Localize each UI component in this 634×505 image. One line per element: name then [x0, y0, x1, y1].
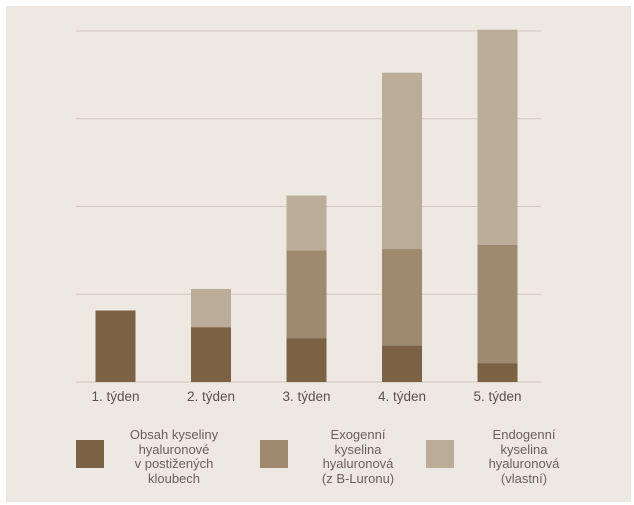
bar-segment-5-series-1 [477, 363, 518, 382]
bar-segment-3-series-1 [286, 338, 327, 382]
bar-segment-1-series-1 [95, 310, 136, 382]
bar-segment-3-series-2 [286, 250, 327, 339]
x-tick-label: 1. týden [91, 389, 139, 404]
x-tick-label: 5. týden [473, 389, 521, 404]
bar-segment-5-series-2 [477, 244, 518, 364]
bar-segment-4-series-1 [382, 345, 422, 382]
bar-segment-4-series-2 [382, 249, 422, 346]
bar-segment-4-series-3 [382, 72, 422, 250]
x-tick-label: 2. týden [187, 389, 235, 404]
bar-segment-3-series-3 [286, 195, 327, 251]
bars [95, 29, 518, 382]
x-tick-label: 3. týden [282, 389, 330, 404]
bar-segment-5-series-3 [477, 29, 518, 245]
bar-segment-2-series-1 [191, 327, 231, 382]
bar-segment-2-series-3 [191, 288, 231, 328]
x-tick-label: 4. týden [378, 389, 426, 404]
x-axis-tick-labels: 1. týden 2. týden 3. týden 4. týden 5. týden [91, 389, 521, 404]
